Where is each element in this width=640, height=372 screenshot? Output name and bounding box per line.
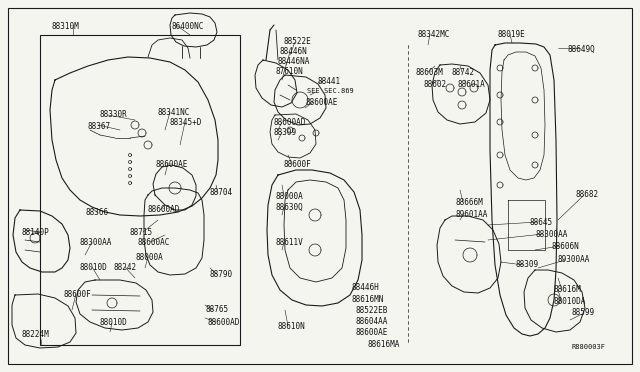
Text: 88441: 88441 <box>317 77 340 86</box>
Text: 88310M: 88310M <box>52 22 80 31</box>
Text: 88367: 88367 <box>88 122 111 131</box>
Text: 88309: 88309 <box>274 128 297 137</box>
Text: 88522EB: 88522EB <box>356 306 388 315</box>
Text: 88682: 88682 <box>576 190 599 199</box>
Text: SEE SEC.869: SEE SEC.869 <box>307 88 354 94</box>
Text: 88300AA: 88300AA <box>535 230 568 239</box>
Text: 88342MC: 88342MC <box>417 30 449 39</box>
Text: 88366: 88366 <box>86 208 109 217</box>
Bar <box>40 35 240 345</box>
Text: 88649Q: 88649Q <box>567 45 595 54</box>
Text: 88010D: 88010D <box>100 318 128 327</box>
Text: 88000A: 88000A <box>276 192 304 201</box>
Text: 88600AE: 88600AE <box>305 98 337 107</box>
Text: 88604AA: 88604AA <box>356 317 388 326</box>
Text: 88603M: 88603M <box>415 68 443 77</box>
Text: 88742: 88742 <box>452 68 475 77</box>
Text: 88600AE: 88600AE <box>155 160 188 169</box>
Text: 88645: 88645 <box>530 218 553 227</box>
Text: 88601A: 88601A <box>458 80 486 89</box>
Text: 88600AE: 88600AE <box>356 328 388 337</box>
Text: 88616MA: 88616MA <box>368 340 401 349</box>
Text: 88000A: 88000A <box>136 253 164 262</box>
Text: 88765: 88765 <box>205 305 228 314</box>
Text: 88140P: 88140P <box>22 228 50 237</box>
Text: 88600AD: 88600AD <box>208 318 241 327</box>
Text: 88599: 88599 <box>572 308 595 317</box>
Text: 88630Q: 88630Q <box>276 203 304 212</box>
Text: 88446NA: 88446NA <box>277 57 309 66</box>
Text: 88446N: 88446N <box>280 47 308 56</box>
Text: 88242: 88242 <box>113 263 136 272</box>
Text: 88300AA: 88300AA <box>80 238 113 247</box>
Text: 88330R: 88330R <box>100 110 128 119</box>
Text: 88666M: 88666M <box>455 198 483 207</box>
Text: 88616MN: 88616MN <box>352 295 385 304</box>
Text: 88611V: 88611V <box>276 238 304 247</box>
Text: 89300AA: 89300AA <box>557 255 589 264</box>
Text: 88715: 88715 <box>130 228 153 237</box>
Text: 88224M: 88224M <box>22 330 50 339</box>
Text: R880003F: R880003F <box>572 344 606 350</box>
Text: 88600AD: 88600AD <box>274 118 307 127</box>
Text: 88600F: 88600F <box>64 290 92 299</box>
Text: 88616M: 88616M <box>553 285 580 294</box>
Text: 88790: 88790 <box>210 270 233 279</box>
Text: 87610N: 87610N <box>276 67 304 76</box>
Text: 88010DA: 88010DA <box>553 297 586 306</box>
Text: 89601AA: 89601AA <box>455 210 488 219</box>
Text: 88600AC: 88600AC <box>138 238 170 247</box>
Text: 88606N: 88606N <box>552 242 580 251</box>
Text: 88704: 88704 <box>210 188 233 197</box>
Text: 88522E: 88522E <box>284 37 312 46</box>
Text: 88600F: 88600F <box>284 160 312 169</box>
Text: 86400NC: 86400NC <box>172 22 204 31</box>
Text: 88602: 88602 <box>424 80 447 89</box>
Text: 88019E: 88019E <box>497 30 525 39</box>
Text: 88010D: 88010D <box>80 263 108 272</box>
Text: 88610N: 88610N <box>278 322 306 331</box>
Text: 88345+D: 88345+D <box>170 118 202 127</box>
Text: 88600AD: 88600AD <box>148 205 180 214</box>
Text: 88309: 88309 <box>516 260 539 269</box>
Text: 88341NC: 88341NC <box>158 108 190 117</box>
Text: 88446H: 88446H <box>352 283 380 292</box>
